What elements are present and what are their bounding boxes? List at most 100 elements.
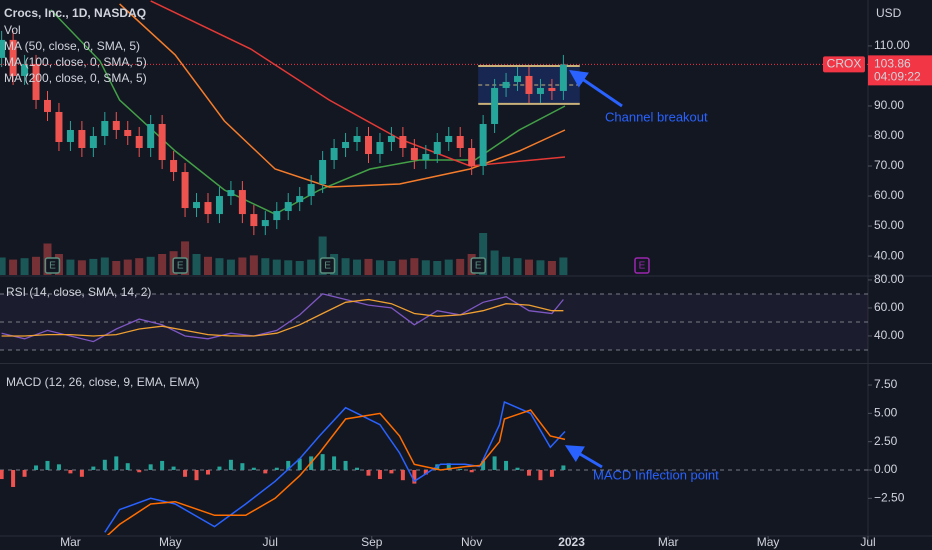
- volume-bar: [215, 258, 224, 275]
- histogram-bar: [205, 469, 210, 475]
- volume-bar: [364, 258, 373, 275]
- histogram-bar: [79, 469, 84, 477]
- candle-body: [502, 81, 510, 88]
- y-tick-label: 0.00: [874, 462, 898, 476]
- volume-bar: [398, 259, 407, 275]
- candle-body: [112, 120, 120, 130]
- histogram-bar: [492, 456, 497, 470]
- candle-body: [399, 135, 407, 149]
- legend-entry: Vol: [4, 23, 21, 37]
- volume-bar: [479, 233, 488, 275]
- symbol-label: CROX: [827, 57, 862, 71]
- candle-body: [238, 190, 246, 215]
- candle-body: [559, 64, 567, 91]
- histogram-bar: [68, 469, 73, 474]
- annotation: Channel breakout: [605, 109, 708, 124]
- volume-bar: [249, 255, 258, 275]
- price-box: [868, 55, 932, 86]
- x-tick-label: Jul: [263, 535, 278, 549]
- volume-bar: [158, 254, 167, 275]
- candle-body: [89, 135, 97, 149]
- event-marker: [319, 257, 336, 274]
- histogram-bar: [56, 464, 61, 470]
- y-tick-label: 40.00: [874, 328, 904, 342]
- histogram-bar: [297, 458, 302, 470]
- histogram-bar: [446, 463, 451, 470]
- event-label: E: [49, 261, 56, 272]
- volume-bar: [524, 259, 533, 275]
- histogram-bar: [217, 466, 222, 470]
- y-tick-label: 50.00: [874, 218, 904, 232]
- candle-body: [525, 75, 533, 94]
- volume-bar: [421, 260, 430, 275]
- volume-bar: [9, 259, 18, 275]
- volume-bar: [490, 250, 499, 275]
- histogram-bar: [125, 463, 130, 470]
- candle-body: [181, 172, 189, 209]
- candle-body: [445, 135, 453, 143]
- candle-body: [307, 184, 315, 197]
- volume-bar: [353, 259, 362, 275]
- candle-body: [273, 211, 281, 221]
- x-tick-label: Mar: [658, 535, 679, 549]
- symbol-box: [823, 56, 865, 73]
- series-line: [1, 293, 564, 343]
- candle-body: [330, 148, 338, 161]
- candle-body: [43, 99, 51, 112]
- volume-bar: [89, 258, 98, 275]
- histogram-bar: [538, 469, 543, 481]
- candle-body: [101, 120, 109, 136]
- volume-bar: [77, 260, 86, 275]
- histogram-bar: [423, 469, 428, 475]
- currency-label: USD: [876, 6, 902, 20]
- histogram-bar: [0, 469, 4, 480]
- volume-bar: [203, 256, 212, 275]
- volume-bar: [536, 260, 545, 275]
- histogram-bar: [481, 460, 486, 470]
- histogram-bar: [526, 469, 531, 476]
- legend-entry: MA (50, close, 0, SMA, 5): [4, 39, 140, 53]
- series-line: [106, 409, 566, 535]
- histogram-bar: [263, 469, 268, 474]
- histogram-bar: [469, 469, 474, 473]
- candle-body: [9, 39, 17, 76]
- event-label: E: [475, 261, 482, 272]
- volume-bar: [123, 259, 132, 275]
- y-tick-label: 5.00: [874, 406, 898, 420]
- event-label: E: [177, 261, 184, 272]
- candle-body: [284, 202, 292, 212]
- candle-body: [387, 135, 395, 143]
- volume-bar: [238, 257, 247, 275]
- candle-body: [353, 135, 361, 143]
- histogram-bar: [137, 469, 142, 473]
- volume-bar: [0, 257, 6, 275]
- event-label: E: [639, 261, 646, 272]
- histogram-bar: [549, 469, 554, 477]
- y-tick-label: −2.50: [874, 490, 905, 504]
- candle-body: [124, 129, 132, 136]
- y-tick-label: 90.00: [874, 98, 904, 112]
- y-tick-label: 60.00: [874, 188, 904, 202]
- histogram-bar: [343, 460, 348, 470]
- histogram-bar: [183, 469, 188, 477]
- volume-bar: [513, 258, 522, 275]
- candle-body: [135, 135, 143, 149]
- chart-title: Crocs, Inc., 1D, NASDAQ: [4, 6, 146, 20]
- arrow: [569, 69, 623, 108]
- candle-body: [193, 202, 201, 209]
- histogram-bar: [515, 467, 520, 470]
- event-label: E: [324, 261, 331, 272]
- event-marker: [634, 257, 650, 274]
- volume-bar: [502, 256, 511, 275]
- candle-body: [548, 87, 556, 91]
- candle-body: [422, 154, 430, 161]
- candle-body: [0, 39, 6, 58]
- candle-body: [158, 123, 166, 161]
- legend-entry: MA (200, close, 0, SMA, 5): [4, 71, 147, 85]
- candle-body: [204, 202, 212, 215]
- volume-bar: [410, 258, 419, 275]
- rsi-title: RSI (14, close, SMA, 14, 2): [6, 285, 151, 299]
- candle-body: [468, 148, 476, 167]
- x-tick-label: Nov: [461, 535, 482, 549]
